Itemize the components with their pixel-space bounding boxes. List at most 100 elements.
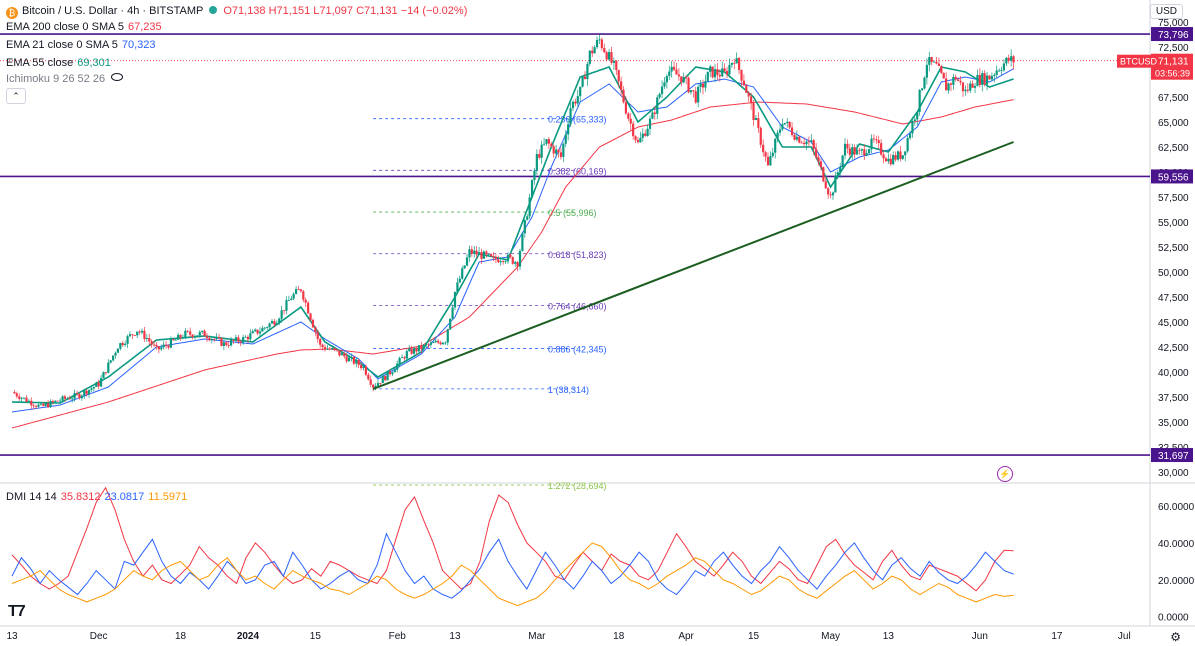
level-price-label: 59,556 [1158, 172, 1189, 183]
candle-body [675, 69, 678, 75]
ohlc-values: O71,138 H71,151 L71,097 C71,131 −14 (−0.… [223, 5, 468, 17]
candle-body [314, 327, 317, 333]
price-tick-label: 52,500 [1158, 243, 1189, 254]
candle-body [995, 70, 998, 75]
fib-level-label: 1 (38,314) [548, 385, 589, 395]
settings-icon[interactable]: ⚙ [1170, 630, 1181, 644]
candle-body [564, 134, 567, 144]
candle-body [181, 337, 185, 339]
level-price-tag [1151, 169, 1193, 184]
candle-body [73, 393, 76, 399]
currency-button[interactable]: USD [1149, 4, 1183, 19]
candle-body [107, 362, 110, 373]
candle-body [928, 57, 931, 65]
candle-body [990, 76, 993, 80]
candle-body [299, 289, 303, 292]
dmi-legend-value-3: 11.5971 [148, 491, 188, 503]
candle-body [600, 39, 603, 48]
candle-body [622, 89, 625, 103]
candle-body [969, 83, 972, 91]
candle-body [311, 319, 315, 328]
candle-body [403, 357, 406, 359]
axes: 75,00072,50070,00067,50065,00062,50060,0… [6, 18, 1194, 642]
time-tick-label: Jul [1118, 631, 1131, 642]
candle-body [576, 96, 579, 104]
candle-body [30, 400, 33, 406]
candle-body [333, 348, 336, 350]
symbol-title: Bitcoin / U.S. Dollar · 4h · BITSTAMP [22, 5, 204, 17]
dmi-tick-label: 0.0000 [1158, 613, 1189, 624]
candle-body [114, 352, 117, 356]
collapse-chevron-icon[interactable]: ⌃ [6, 88, 26, 104]
candle-body [152, 344, 156, 346]
candle-body [210, 338, 213, 341]
candle-body [552, 146, 555, 154]
candle-body [574, 101, 577, 104]
candle-body [109, 360, 112, 363]
candle-body [319, 339, 322, 345]
candle-body [535, 154, 538, 171]
candle-body [278, 318, 281, 324]
candle-body [569, 108, 572, 125]
candle-body [812, 140, 815, 149]
candle-body [639, 137, 642, 143]
candle-body [357, 360, 360, 365]
lightning-icon[interactable]: ⚡ [997, 466, 1013, 482]
candle-body [949, 83, 953, 85]
candle-body [287, 300, 290, 301]
dmi-legend-label: DMI 14 14 [6, 491, 57, 503]
price-tick-label: 55,000 [1158, 218, 1189, 229]
candle-body [343, 353, 346, 357]
candle-body [877, 140, 880, 144]
candle-body [976, 75, 979, 86]
candle-body [196, 335, 199, 337]
candle-body [27, 400, 30, 402]
candle-body [961, 82, 965, 92]
candle-body [297, 289, 300, 290]
candle-body [533, 170, 536, 181]
candle-body [660, 86, 664, 95]
candle-body [97, 382, 100, 387]
candle-body [889, 158, 892, 165]
candle-body [834, 175, 837, 193]
candle-body [916, 111, 919, 120]
candle-body [718, 74, 721, 77]
candle-body [562, 143, 565, 157]
candle-body [78, 393, 81, 399]
candle-body [555, 149, 558, 154]
candle-body [692, 90, 695, 92]
candle-body [615, 60, 618, 71]
candle-body [1010, 56, 1013, 61]
candle-body [124, 343, 127, 346]
candle-body [172, 339, 175, 341]
time-tick-label: 13 [883, 631, 895, 642]
legend-ema21[interactable]: EMA 21 close 0 SMA 5 70,323 [6, 38, 156, 52]
candle-body [728, 64, 731, 75]
trendline [372, 141, 1014, 390]
candle-body [911, 121, 914, 134]
legend-ichimoku[interactable]: Ichimoku 9 26 52 26 [6, 72, 124, 86]
candle-body [764, 152, 767, 157]
legend-ema200[interactable]: EMA 200 close 0 SMA 5 67,235 [6, 20, 162, 34]
fibonacci-retracement: 0.236 (65,333) 0.382 (60,169) 0.5 (55,996)… [373, 115, 607, 491]
candle-body [463, 265, 466, 269]
candle-body [167, 345, 170, 348]
candle-body [71, 398, 74, 400]
tradingview-logo-icon[interactable]: T7 [8, 603, 26, 620]
price-tick-label: 62,500 [1158, 143, 1189, 154]
legend-ema55[interactable]: EMA 55 close 69,301 [6, 56, 111, 70]
candle-body [432, 342, 435, 344]
candle-body [959, 80, 962, 83]
dmi-legend[interactable]: DMI 14 14 35.8312 23.0817 11.5971 [6, 490, 187, 504]
candle-body [704, 81, 707, 88]
candle-body [138, 331, 141, 333]
candle-body [863, 149, 866, 156]
legend-ema200-value: 67,235 [128, 21, 162, 33]
eye-icon[interactable] [111, 73, 124, 81]
candle-body [730, 62, 733, 65]
candle-body [54, 400, 57, 402]
candle-body [829, 194, 832, 196]
candle-body [56, 400, 59, 402]
candle-body [781, 124, 784, 130]
